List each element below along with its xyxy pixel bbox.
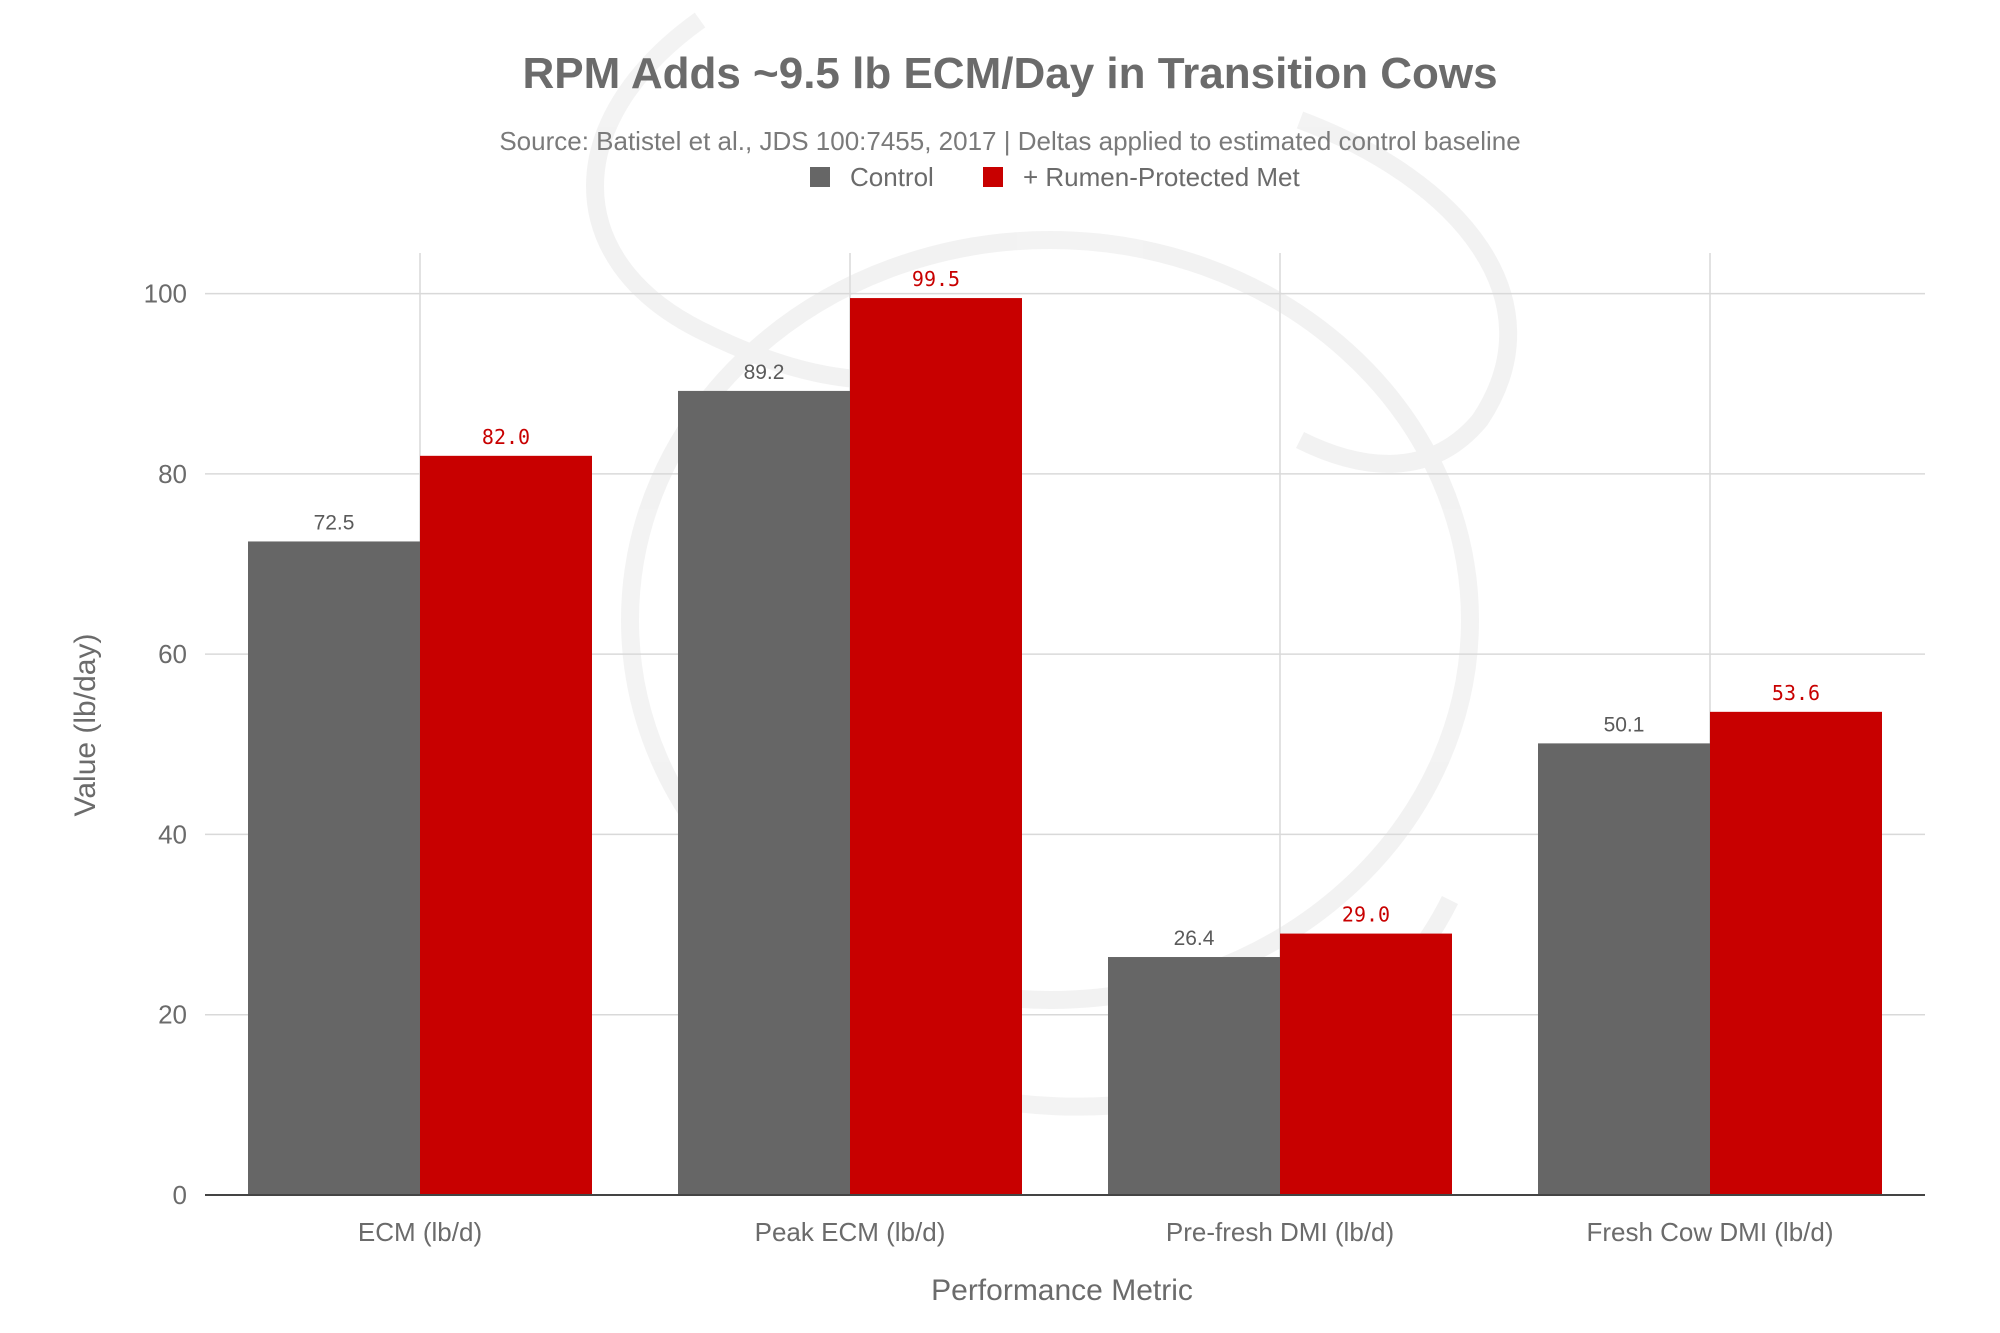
bar-control (1108, 957, 1280, 1195)
legend-swatch-control (810, 167, 830, 187)
x-axis-ticks: ECM (lb/d) Peak ECM (lb/d) Pre-fresh DMI (… (358, 1217, 1834, 1247)
bar-control (1538, 743, 1710, 1195)
x-tick-label: ECM (lb/d) (358, 1217, 482, 1247)
bar-control (248, 541, 420, 1195)
x-tick-label: Pre-fresh DMI (lb/d) (1166, 1217, 1394, 1247)
x-axis-title: Performance Metric (931, 1274, 1193, 1307)
y-axis-title: Value (lb/day) (69, 634, 102, 817)
x-tick-label: Fresh Cow DMI (lb/d) (1586, 1217, 1833, 1247)
y-axis-ticks: 0 20 40 60 80 100 (144, 279, 187, 1210)
legend-label-rpm: + Rumen-Protected Met (1023, 162, 1301, 192)
bar-rpm (1280, 933, 1452, 1195)
bars (248, 298, 1882, 1195)
bar-rpm (850, 298, 1022, 1195)
x-tick-label: Peak ECM (lb/d) (755, 1217, 946, 1247)
bar-control (678, 390, 850, 1195)
data-label-rpm: 82.0 (482, 425, 530, 449)
bar-rpm (1710, 711, 1882, 1195)
data-labels: 72.5 82.0 89.2 99.5 26.4 29.0 50.1 53.6 (314, 267, 1821, 950)
legend-label-control: Control (850, 162, 934, 192)
chart-title: RPM Adds ~9.5 lb ECM/Day in Transition C… (522, 49, 1497, 98)
data-label-control: 50.1 (1604, 713, 1645, 736)
data-label-rpm: 53.6 (1772, 681, 1820, 705)
y-tick-label: 40 (158, 819, 187, 849)
data-label-control: 89.2 (744, 361, 785, 384)
legend-swatch-rpm (983, 167, 1003, 187)
y-tick-label: 100 (144, 279, 187, 309)
data-label-control: 26.4 (1174, 927, 1215, 950)
y-tick-label: 0 (173, 1180, 187, 1210)
chart-subtitle: Source: Batistel et al., JDS 100:7455, 2… (499, 126, 1520, 156)
data-label-control: 72.5 (314, 511, 355, 534)
bar-rpm (420, 455, 592, 1195)
y-tick-label: 20 (158, 1000, 187, 1030)
y-tick-label: 60 (158, 639, 187, 669)
legend: Control + Rumen-Protected Met (810, 162, 1301, 192)
data-label-rpm: 29.0 (1342, 903, 1390, 927)
data-label-rpm: 99.5 (912, 267, 960, 291)
y-tick-label: 80 (158, 459, 187, 489)
